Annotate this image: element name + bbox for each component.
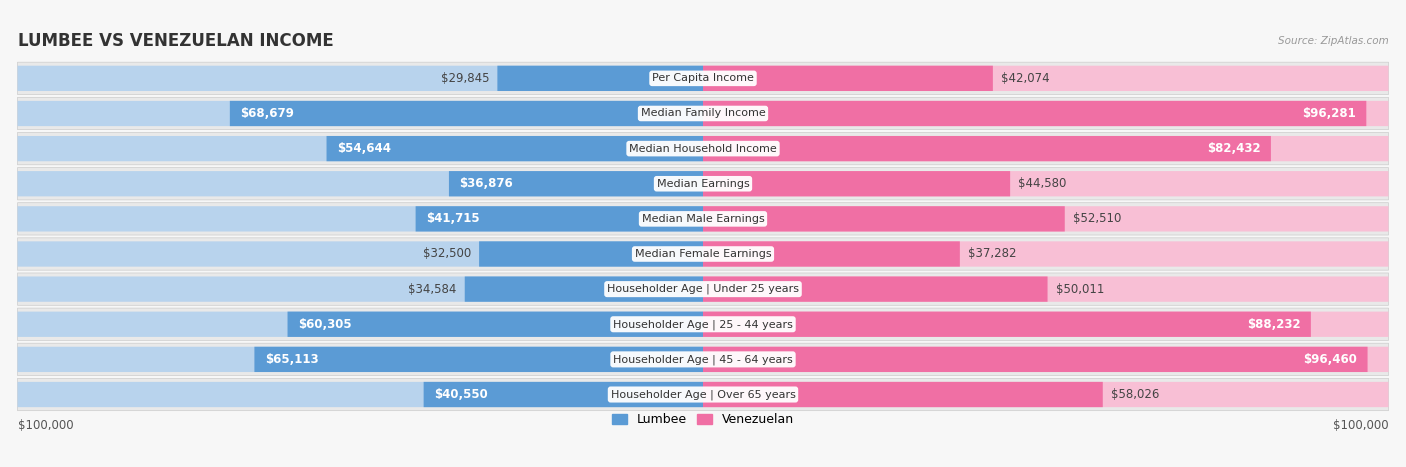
Text: $60,305: $60,305	[298, 318, 352, 331]
Text: Median Family Income: Median Family Income	[641, 108, 765, 119]
Text: $82,432: $82,432	[1206, 142, 1261, 155]
Text: $96,460: $96,460	[1303, 353, 1357, 366]
Text: $68,679: $68,679	[240, 107, 294, 120]
FancyBboxPatch shape	[703, 206, 1064, 232]
FancyBboxPatch shape	[703, 382, 1102, 407]
Text: Median Household Income: Median Household Income	[628, 144, 778, 154]
Text: $96,281: $96,281	[1302, 107, 1355, 120]
FancyBboxPatch shape	[703, 276, 1047, 302]
Text: $100,000: $100,000	[1333, 419, 1389, 432]
FancyBboxPatch shape	[423, 382, 703, 407]
Text: $54,644: $54,644	[337, 142, 391, 155]
FancyBboxPatch shape	[17, 382, 703, 407]
Text: $100,000: $100,000	[17, 419, 73, 432]
FancyBboxPatch shape	[17, 238, 1389, 270]
FancyBboxPatch shape	[17, 276, 703, 302]
Text: $29,845: $29,845	[440, 72, 489, 85]
FancyBboxPatch shape	[703, 171, 1389, 197]
FancyBboxPatch shape	[17, 273, 1389, 305]
FancyBboxPatch shape	[498, 66, 703, 91]
Text: $32,500: $32,500	[423, 248, 471, 261]
FancyBboxPatch shape	[703, 347, 1389, 372]
FancyBboxPatch shape	[703, 101, 1367, 126]
FancyBboxPatch shape	[703, 241, 960, 267]
Text: $41,715: $41,715	[426, 212, 479, 226]
FancyBboxPatch shape	[17, 168, 1389, 200]
FancyBboxPatch shape	[17, 136, 703, 161]
FancyBboxPatch shape	[17, 347, 703, 372]
FancyBboxPatch shape	[703, 171, 1010, 197]
Text: $40,550: $40,550	[434, 388, 488, 401]
FancyBboxPatch shape	[17, 343, 1389, 375]
Text: $42,074: $42,074	[1001, 72, 1050, 85]
Text: $44,580: $44,580	[1018, 177, 1067, 190]
Text: Source: ZipAtlas.com: Source: ZipAtlas.com	[1278, 36, 1389, 47]
Text: LUMBEE VS VENEZUELAN INCOME: LUMBEE VS VENEZUELAN INCOME	[17, 33, 333, 50]
Text: Householder Age | Under 25 years: Householder Age | Under 25 years	[607, 284, 799, 294]
FancyBboxPatch shape	[17, 203, 1389, 235]
FancyBboxPatch shape	[479, 241, 703, 267]
Text: Householder Age | 45 - 64 years: Householder Age | 45 - 64 years	[613, 354, 793, 365]
FancyBboxPatch shape	[703, 311, 1389, 337]
FancyBboxPatch shape	[703, 136, 1271, 161]
FancyBboxPatch shape	[254, 347, 703, 372]
FancyBboxPatch shape	[17, 206, 703, 232]
Text: Per Capita Income: Per Capita Income	[652, 73, 754, 83]
FancyBboxPatch shape	[703, 206, 1389, 232]
Text: $52,510: $52,510	[1073, 212, 1122, 226]
Legend: Lumbee, Venezuelan: Lumbee, Venezuelan	[607, 408, 799, 432]
Text: Median Female Earnings: Median Female Earnings	[634, 249, 772, 259]
FancyBboxPatch shape	[703, 241, 1389, 267]
FancyBboxPatch shape	[703, 276, 1389, 302]
FancyBboxPatch shape	[703, 101, 1389, 126]
FancyBboxPatch shape	[17, 308, 1389, 340]
FancyBboxPatch shape	[17, 62, 1389, 94]
Text: Householder Age | 25 - 44 years: Householder Age | 25 - 44 years	[613, 319, 793, 330]
FancyBboxPatch shape	[703, 347, 1368, 372]
FancyBboxPatch shape	[703, 136, 1389, 161]
FancyBboxPatch shape	[17, 133, 1389, 165]
FancyBboxPatch shape	[229, 101, 703, 126]
Text: Householder Age | Over 65 years: Householder Age | Over 65 years	[610, 389, 796, 400]
FancyBboxPatch shape	[17, 171, 703, 197]
FancyBboxPatch shape	[17, 97, 1389, 130]
Text: $34,584: $34,584	[408, 283, 457, 296]
FancyBboxPatch shape	[449, 171, 703, 197]
FancyBboxPatch shape	[17, 101, 703, 126]
Text: $50,011: $50,011	[1056, 283, 1104, 296]
FancyBboxPatch shape	[703, 311, 1310, 337]
FancyBboxPatch shape	[288, 311, 703, 337]
FancyBboxPatch shape	[17, 66, 703, 91]
Text: $65,113: $65,113	[264, 353, 318, 366]
Text: $36,876: $36,876	[460, 177, 513, 190]
Text: Median Earnings: Median Earnings	[657, 179, 749, 189]
FancyBboxPatch shape	[465, 276, 703, 302]
FancyBboxPatch shape	[17, 241, 703, 267]
FancyBboxPatch shape	[17, 378, 1389, 410]
FancyBboxPatch shape	[416, 206, 703, 232]
FancyBboxPatch shape	[703, 382, 1389, 407]
FancyBboxPatch shape	[17, 311, 703, 337]
Text: Median Male Earnings: Median Male Earnings	[641, 214, 765, 224]
Text: $37,282: $37,282	[969, 248, 1017, 261]
FancyBboxPatch shape	[703, 66, 1389, 91]
FancyBboxPatch shape	[326, 136, 703, 161]
FancyBboxPatch shape	[703, 66, 993, 91]
Text: $88,232: $88,232	[1247, 318, 1301, 331]
Text: $58,026: $58,026	[1111, 388, 1160, 401]
